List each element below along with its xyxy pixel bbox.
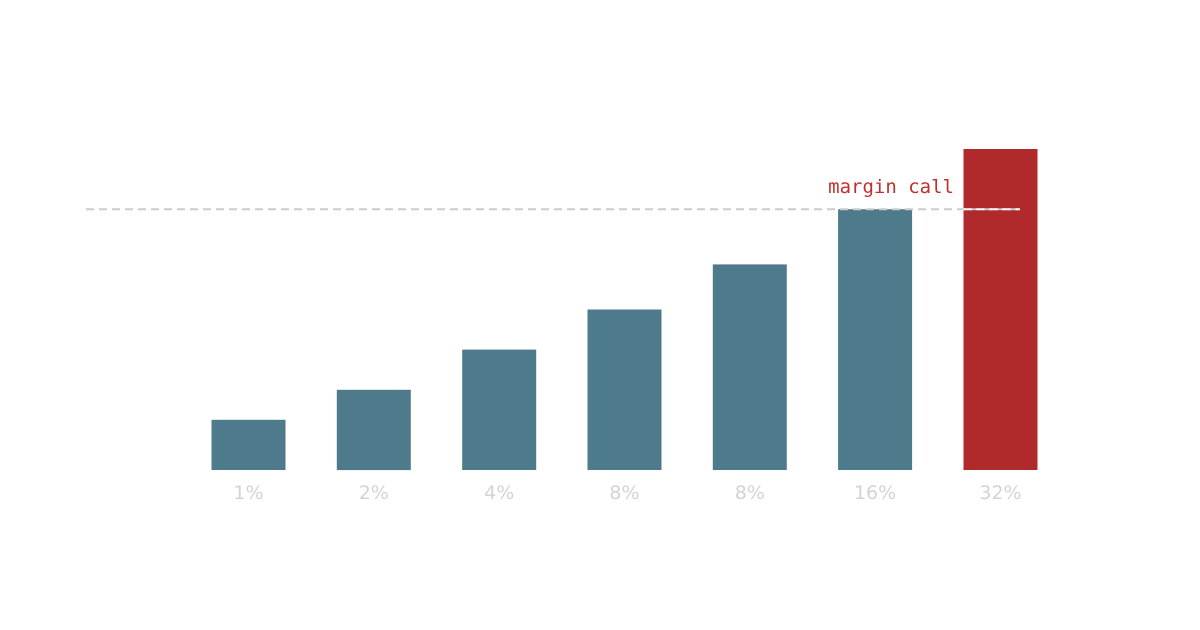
bar-5 — [712, 264, 787, 470]
x-tick-labels: 1% 2% 4% 8% 8% 16% 32% — [233, 482, 1021, 504]
bars-group — [211, 149, 1038, 471]
x-tick-label: 32% — [979, 482, 1021, 504]
bar-2 — [336, 389, 411, 471]
margin-call-label: margin call — [828, 176, 954, 198]
bar-1 — [211, 419, 286, 470]
bar-3 — [462, 349, 537, 470]
threshold-group: margin call — [86, 176, 1020, 211]
x-tick-label: 16% — [854, 482, 896, 504]
x-tick-label: 1% — [233, 482, 263, 504]
bar-7 — [963, 149, 1038, 470]
x-tick-label: 8% — [735, 482, 765, 504]
x-tick-label: 4% — [484, 482, 514, 504]
x-tick-label: 8% — [609, 482, 639, 504]
bar-4 — [587, 309, 662, 470]
bar-6 — [838, 209, 913, 470]
x-tick-label: 2% — [359, 482, 389, 504]
